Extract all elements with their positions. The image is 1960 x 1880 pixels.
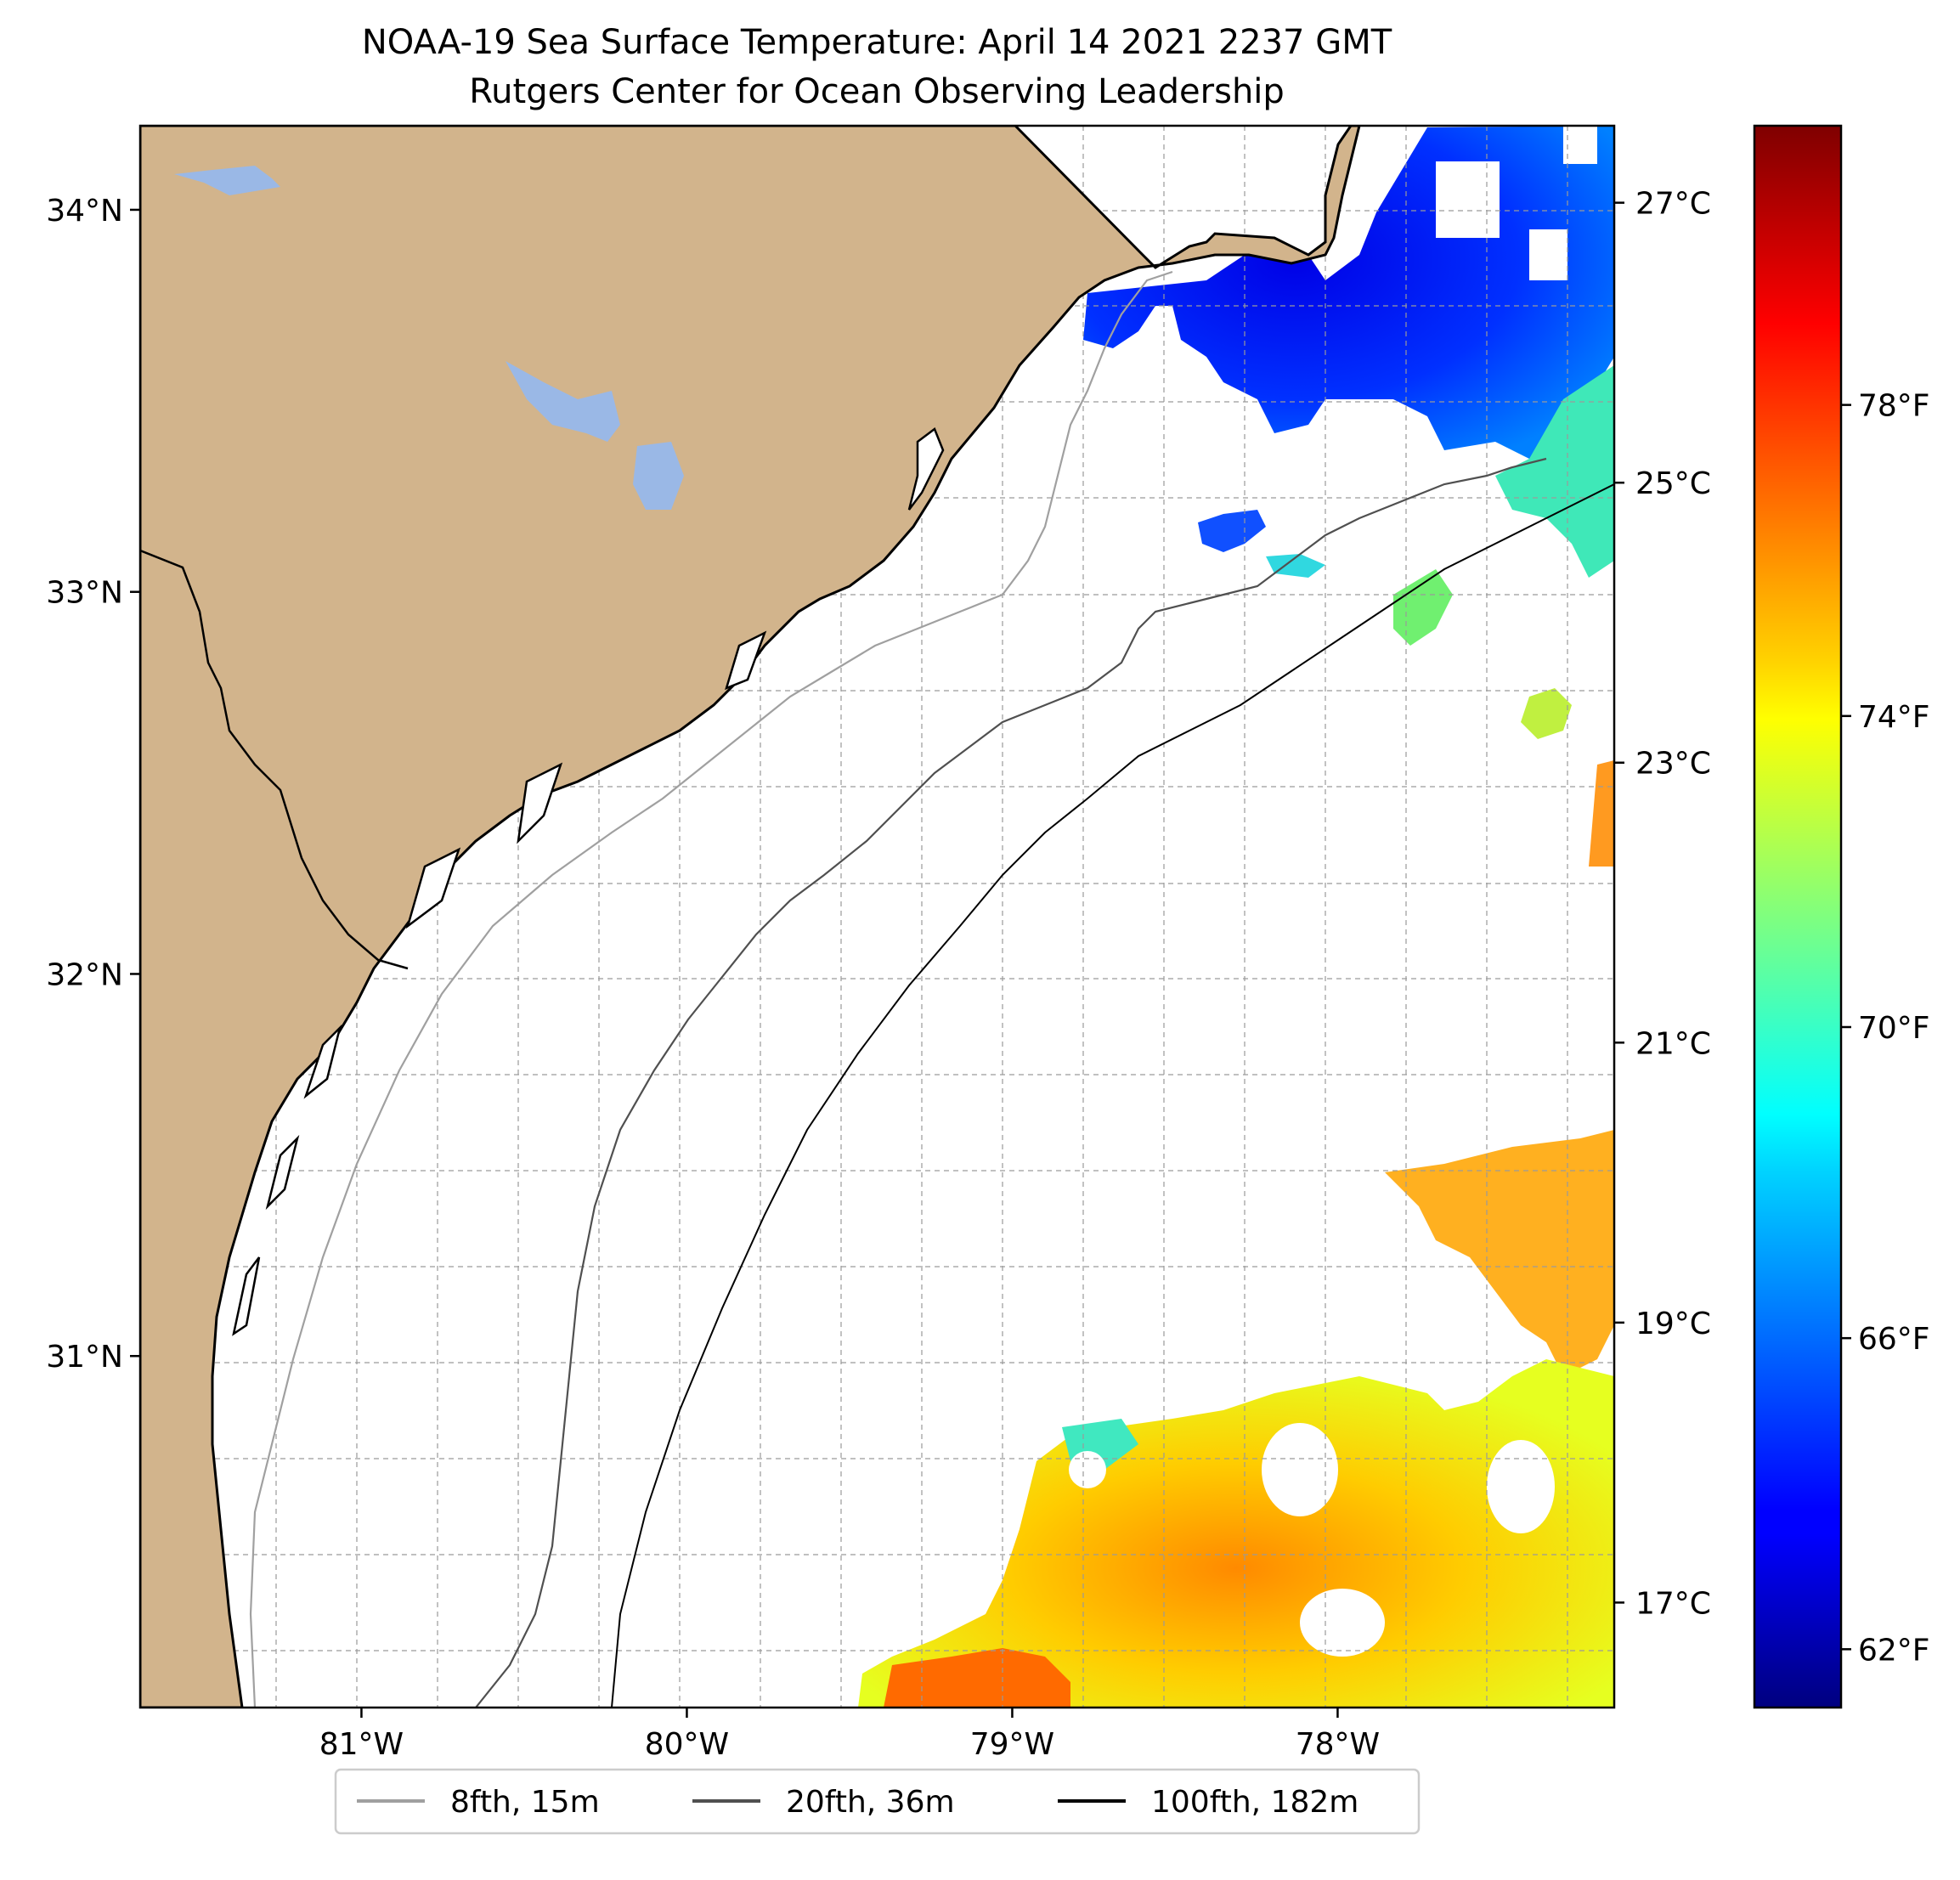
isobath-100fth — [611, 483, 1614, 1708]
lon-tick-label: 78°W — [1296, 1727, 1380, 1762]
celsius-tick-label: 17°C — [1635, 1586, 1711, 1621]
celsius-tick-label: 19°C — [1635, 1307, 1711, 1341]
sst-patch-east-green — [1521, 688, 1572, 739]
cloud-gap-1 — [1436, 161, 1500, 238]
lake-moultrie — [633, 442, 684, 510]
fahrenheit-tick-label: 74°F — [1858, 700, 1930, 735]
map-frame — [138, 124, 1616, 1709]
sst-layer — [858, 126, 1614, 1708]
sst-patch-south-hot — [884, 1648, 1070, 1708]
isobath-20fth — [475, 457, 1547, 1708]
state-border — [140, 549, 409, 970]
colorbar-fahrenheit-axis: 78°F 74°F 70°F 66°F 62°F — [1841, 389, 1930, 1668]
legend-label-8fth: 8fth, 15m — [450, 1785, 600, 1820]
colorbar-celsius-axis: 27°C 25°C 23°C 21°C 19°C 17°C — [1614, 187, 1711, 1621]
lakes — [174, 166, 684, 510]
legend: 8fth, 15m 20fth, 36m 100fth, 182m — [334, 1768, 1421, 1835]
cloud-gap-7 — [1069, 1451, 1106, 1488]
sst-patch-southeast-warm — [1385, 1130, 1614, 1376]
sst-patch-shelf-edge — [1495, 365, 1614, 578]
sst-patch-mid-green — [1393, 569, 1453, 646]
latitude-axis: 34°N 33°N 32°N 31°N — [46, 194, 140, 1375]
lat-tick-label: 34°N — [46, 194, 123, 229]
title-line-1: NOAA-19 Sea Surface Temperature: April 1… — [362, 23, 1392, 62]
isobath-8fth — [249, 270, 1173, 1708]
lon-tick-label: 81°W — [319, 1727, 404, 1762]
colorbar: 27°C 25°C 23°C 21°C 19°C 17°C 78°F 74°F 70°F 66°… — [1614, 124, 1930, 1709]
title-line-2: Rutgers Center for Ocean Observing Leade… — [469, 72, 1285, 111]
cloud-gap-4 — [1262, 1423, 1338, 1516]
land-mainland — [140, 126, 1361, 1708]
celsius-tick-label: 23°C — [1635, 747, 1711, 782]
cloud-gap-3 — [1563, 126, 1597, 164]
cloud-gap-2 — [1529, 229, 1567, 280]
legend-box — [334, 1768, 1421, 1835]
cloud-gap-5 — [1300, 1589, 1385, 1657]
fahrenheit-tick-label: 62°F — [1858, 1633, 1930, 1668]
celsius-tick-label: 25°C — [1635, 466, 1711, 501]
cloud-gap-6 — [1487, 1440, 1555, 1533]
lat-tick-label: 33°N — [46, 576, 123, 611]
fahrenheit-tick-label: 78°F — [1858, 389, 1930, 424]
lat-tick-label: 31°N — [46, 1340, 123, 1375]
coastal-inlets — [232, 427, 945, 1336]
fahrenheit-tick-label: 66°F — [1858, 1322, 1930, 1357]
sst-patch-south-warm — [858, 1359, 1614, 1708]
longitude-axis: 81°W 80°W 79°W 78°W — [319, 1708, 1380, 1762]
lat-tick-label: 32°N — [46, 957, 123, 992]
lake-north — [174, 166, 280, 195]
lake-marion — [506, 361, 620, 442]
lon-tick-label: 79°W — [970, 1727, 1054, 1762]
sst-patch-small-blue — [1198, 510, 1266, 552]
map-panel: 34°N 33°N 32°N 31°N 81°W 80°W 79°W 78°W — [46, 124, 1616, 1762]
colorbar-gradient — [1753, 124, 1843, 1709]
celsius-tick-label: 21°C — [1635, 1026, 1711, 1061]
legend-label-20fth: 20fth, 36m — [786, 1785, 955, 1820]
legend-label-100fth: 100fth, 182m — [1151, 1785, 1358, 1820]
celsius-tick-label: 27°C — [1635, 187, 1711, 222]
fahrenheit-tick-label: 70°F — [1858, 1011, 1930, 1046]
lon-tick-label: 80°W — [645, 1727, 729, 1762]
sst-patch-small-cyan — [1266, 554, 1325, 578]
